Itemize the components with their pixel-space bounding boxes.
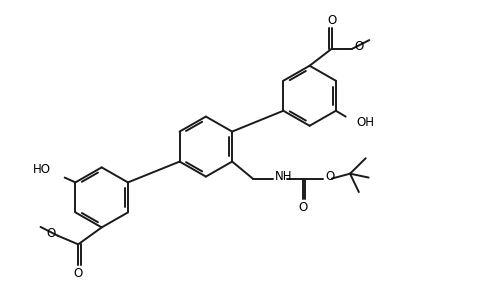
Text: O: O (327, 13, 336, 27)
Text: O: O (298, 201, 307, 214)
Text: NH: NH (275, 170, 293, 183)
Text: O: O (74, 267, 83, 280)
Text: O: O (46, 227, 56, 240)
Text: HO: HO (33, 163, 51, 176)
Text: OH: OH (356, 116, 374, 129)
Text: O: O (325, 170, 335, 183)
Text: O: O (354, 41, 364, 53)
